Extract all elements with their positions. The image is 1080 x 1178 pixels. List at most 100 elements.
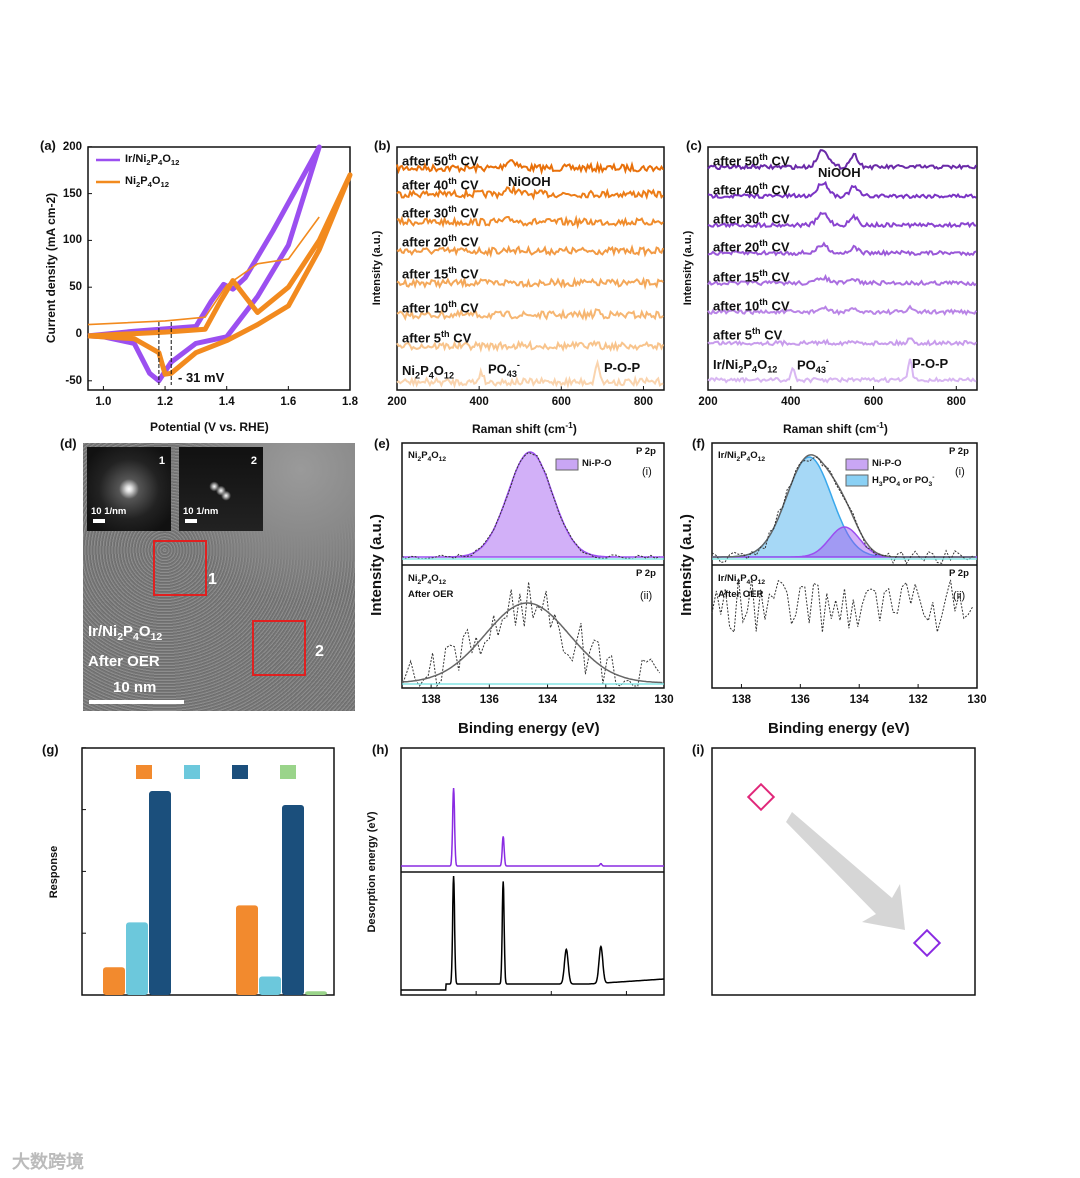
trace-label: after 40th CV xyxy=(713,181,790,197)
inset-scale-bar xyxy=(185,519,197,523)
bar-O-0 xyxy=(149,791,171,995)
x-tick-label: 800 xyxy=(946,396,966,408)
phosphate-label: PO43- xyxy=(488,360,520,379)
x-tick-label: 130 xyxy=(654,694,674,706)
bar-Ni-0 xyxy=(103,967,125,995)
sample-label: Ni2P4O12 xyxy=(408,450,447,463)
trace-label-sup: th xyxy=(448,233,457,243)
raman-trace-3 xyxy=(707,241,977,257)
inset-label: 1 xyxy=(158,455,165,467)
data-point-1 xyxy=(912,928,942,958)
y-tick-label: 200 xyxy=(62,140,82,153)
trace-label-sup: th xyxy=(441,329,450,339)
x-tick-label: 200 xyxy=(698,396,718,408)
x-tick-label: 132 xyxy=(908,694,928,706)
sample-label: Ir/Ni2P4O12 xyxy=(718,573,766,586)
inset-scale: 10 1/nm xyxy=(91,506,127,517)
trace-label: after 40th CV xyxy=(402,176,479,192)
region-label-1: 1 xyxy=(208,571,217,588)
x-tick-label: 132 xyxy=(596,694,616,706)
panel-label-h: (h) xyxy=(372,742,389,757)
trace-label-prefix: after 30 xyxy=(402,205,449,221)
trace-label-suffix: CV xyxy=(767,269,790,285)
y-tick-label: 50 xyxy=(69,281,82,294)
raman-trace-1 xyxy=(396,183,664,201)
raman-plot-frame-b xyxy=(396,146,665,391)
bar-P-0 xyxy=(126,922,148,995)
trace-label-suffix: CV xyxy=(456,177,479,193)
trace-label: after 50th CV xyxy=(713,152,790,168)
panel-label-f: (f) xyxy=(692,436,705,451)
trace-label: after 20th CV xyxy=(713,238,790,254)
trace-label-sup: th xyxy=(759,152,768,162)
trace-label: after 20th CV xyxy=(402,233,479,249)
x-tick-label: 134 xyxy=(849,694,869,706)
pop-label: P-O-P xyxy=(604,360,641,375)
subpanel-tag: (ii) xyxy=(640,590,653,602)
niooh-label: NiOOH xyxy=(818,165,861,180)
raman-trace-6 xyxy=(396,339,665,353)
trace-label-prefix: after 30 xyxy=(713,211,760,227)
x-tick-label: 1.2 xyxy=(157,396,174,408)
envelope-fit xyxy=(712,454,976,558)
energy-plot-frame xyxy=(711,747,976,996)
trace-label-suffix: CV xyxy=(767,239,790,255)
trace-label-sup: th xyxy=(759,268,768,278)
raman-trace-5 xyxy=(707,304,978,317)
core-level-label: P 2p xyxy=(949,446,969,457)
x-axis-label: Potential (V vs. RHE) xyxy=(150,420,269,434)
trace-label-sup: th xyxy=(448,152,457,162)
sample-label: Ni2P4O12 xyxy=(408,573,447,586)
trace-label-suffix: CV xyxy=(767,298,790,314)
panel-label-e: (e) xyxy=(374,436,390,451)
x-tick-label: 600 xyxy=(863,396,884,408)
x-tick-label: 400 xyxy=(781,396,801,408)
cv-series-1 xyxy=(87,172,353,377)
legend-swatch xyxy=(845,458,869,471)
trace-label-prefix: after 40 xyxy=(402,177,449,193)
cv-series-2 xyxy=(87,216,320,326)
y-axis-label: Intensity (a.u.) xyxy=(368,514,385,616)
raw-data-top xyxy=(711,456,973,565)
raman-plot-frame-c xyxy=(707,146,978,391)
electrolyte-trace xyxy=(401,787,664,867)
trace-label-sup: th xyxy=(448,176,457,186)
y-axis-label: Response xyxy=(48,845,60,899)
trace-label-prefix: after 50 xyxy=(713,153,760,169)
fit-bottom xyxy=(401,602,663,684)
trace-label-prefix: Ni2P4O12 xyxy=(402,363,455,381)
y-tick-label: 150 xyxy=(62,187,82,200)
sample-label: Ir/Ni2P4O12 xyxy=(88,623,163,643)
trace-label-suffix: CV xyxy=(456,153,479,169)
x-tick-label: 1.4 xyxy=(218,396,235,408)
raman-trace-5 xyxy=(396,307,664,322)
x-tick-label: 130 xyxy=(967,694,987,706)
trace-label-prefix: after 40 xyxy=(713,182,760,198)
trace-label-suffix: CV xyxy=(760,327,783,343)
trace-label: after 5th CV xyxy=(402,329,471,345)
raw-data-bottom xyxy=(711,578,974,634)
subpanel-tag: (i) xyxy=(955,466,965,478)
trace-label-suffix: CV xyxy=(456,234,479,250)
trace-label-sup: th xyxy=(448,204,457,214)
data-point-0 xyxy=(746,782,776,812)
legend-swatch xyxy=(845,474,869,487)
trace-label-sup: th xyxy=(759,297,768,307)
raman-trace-7 xyxy=(707,358,977,384)
fitted-peak-0 xyxy=(402,451,664,558)
core-level-label: P 2p xyxy=(636,568,656,579)
panel-label-i: (i) xyxy=(692,742,705,757)
raw-data-top xyxy=(401,451,660,560)
trace-label-prefix: after 15 xyxy=(713,269,760,285)
trace-label-prefix: after 20 xyxy=(402,234,449,250)
x-tick-label: 400 xyxy=(469,396,489,408)
legend-label: Ni-P-O xyxy=(582,458,612,469)
raman-trace-4 xyxy=(707,273,977,287)
trace-label-suffix: CV xyxy=(449,330,472,346)
trace-label-suffix: CV xyxy=(767,153,790,169)
fft-inset-2: 2 10 1/nm xyxy=(179,447,263,531)
raman-trace-2 xyxy=(396,214,664,230)
inset-scale-bar xyxy=(93,519,105,523)
